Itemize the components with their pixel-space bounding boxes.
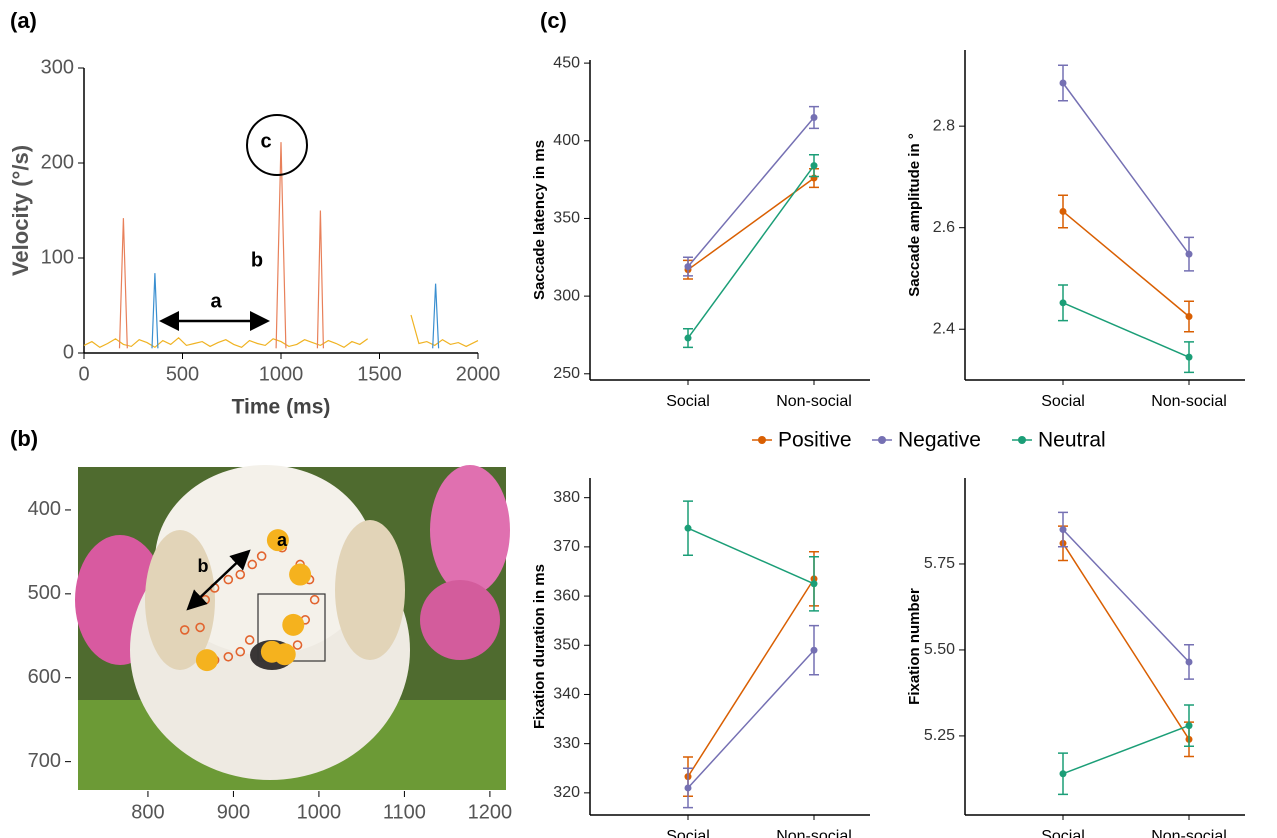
series-line (688, 650, 814, 788)
panel-label: (b) (10, 426, 38, 451)
point (811, 114, 818, 121)
x-tick-label: Non-social (776, 393, 852, 410)
annotation-circle (247, 115, 307, 175)
y-axis-title: Velocity (°/s) (8, 145, 33, 276)
fixation (196, 649, 218, 671)
y-tick-label: 5.75 (924, 555, 955, 572)
y-tick-label: 360 (553, 587, 580, 604)
point (811, 647, 818, 654)
point (1186, 251, 1193, 258)
series-line (688, 579, 814, 777)
point (685, 784, 692, 791)
y-axis-title: Saccade latency in ms (531, 140, 548, 300)
legend-label: Positive (778, 429, 852, 452)
x-tick-label: 1000 (259, 363, 304, 385)
point (811, 162, 818, 169)
figure: (a) 0 100 200 300 0 500 1000 1500 2000 Velocity (°… (0, 0, 1277, 838)
annotation: b (198, 556, 209, 576)
point (685, 263, 692, 270)
x-tick-label: 500 (166, 363, 199, 385)
x-tick-label: 900 (217, 801, 250, 823)
point (1060, 770, 1067, 777)
series-line (1063, 303, 1189, 357)
y-tick-label: 5.50 (924, 641, 955, 658)
point (1060, 208, 1067, 215)
legend-label: Neutral (1038, 429, 1106, 452)
y-tick-label: 600 (28, 666, 61, 688)
x-tick-label: Social (1041, 393, 1085, 410)
x-tick-label: Non-social (776, 828, 852, 838)
y-axis-title: Fixation duration in ms (531, 564, 548, 729)
legend-key (1018, 436, 1026, 444)
point (1060, 526, 1067, 533)
x-tick-label: 800 (131, 801, 164, 823)
y-tick-label: 200 (41, 151, 74, 173)
y-tick-label: 2.6 (933, 219, 955, 236)
point (1186, 722, 1193, 729)
y-tick-label: 370 (553, 538, 580, 555)
point (1060, 299, 1067, 306)
y-tick-label: 400 (28, 498, 61, 520)
point (1060, 80, 1067, 87)
x-tick-label: 1200 (468, 801, 513, 823)
y-tick-label: 320 (553, 784, 580, 801)
y-tick-label: 2.4 (933, 320, 955, 337)
point (1186, 658, 1193, 665)
x-tick-label: Social (666, 828, 710, 838)
legend-label: Negative (898, 429, 981, 452)
fixation (282, 614, 304, 636)
y-tick-label: 380 (553, 489, 580, 506)
y-tick-label: 350 (553, 210, 580, 227)
panel-label: (c) (540, 8, 567, 33)
y-tick-label: 0 (63, 341, 74, 363)
point (1186, 354, 1193, 361)
annotation: b (251, 249, 263, 271)
velocity-trace (120, 142, 324, 348)
annotation: a (210, 290, 222, 312)
series-line (1063, 83, 1189, 254)
x-tick-label: 2000 (456, 363, 501, 385)
y-tick-label: 5.25 (924, 727, 955, 744)
y-tick-label: 500 (28, 582, 61, 604)
series-line (1063, 726, 1189, 774)
annotation: c (260, 130, 271, 152)
y-tick-label: 2.8 (933, 117, 955, 134)
y-tick-label: 300 (41, 56, 74, 78)
panel-label: (a) (10, 8, 37, 33)
y-tick-label: 350 (553, 636, 580, 653)
point (1186, 313, 1193, 320)
x-tick-label: Social (1041, 828, 1085, 838)
fixation (289, 564, 311, 586)
x-tick-label: 0 (78, 363, 89, 385)
annotation: a (277, 530, 288, 550)
y-tick-label: 250 (553, 365, 580, 382)
velocity-trace (84, 315, 478, 347)
x-tick-label: Non-social (1151, 393, 1227, 410)
y-tick-label: 300 (553, 287, 580, 304)
legend-key (878, 436, 886, 444)
x-tick-label: Non-social (1151, 828, 1227, 838)
y-axis-title: Saccade amplitude in ° (906, 133, 923, 297)
y-tick-label: 340 (553, 686, 580, 703)
series-line (1063, 211, 1189, 316)
y-tick-label: 100 (41, 246, 74, 268)
point (685, 525, 692, 532)
fixation (274, 643, 296, 665)
legend-key (758, 436, 766, 444)
y-tick-label: 450 (553, 54, 580, 71)
x-tick-label: 1500 (357, 363, 402, 385)
x-axis-title: Time (ms) (232, 396, 331, 419)
series-line (688, 528, 814, 584)
y-tick-label: 700 (28, 750, 61, 772)
velocity-trace (152, 273, 439, 348)
x-tick-label: Social (666, 393, 710, 410)
point (685, 335, 692, 342)
x-tick-label: 1100 (383, 801, 426, 823)
x-tick-label: 1000 (297, 801, 342, 823)
point (811, 580, 818, 587)
y-tick-label: 330 (553, 735, 580, 752)
y-tick-label: 400 (553, 132, 580, 149)
y-axis-title: Fixation number (906, 588, 923, 705)
